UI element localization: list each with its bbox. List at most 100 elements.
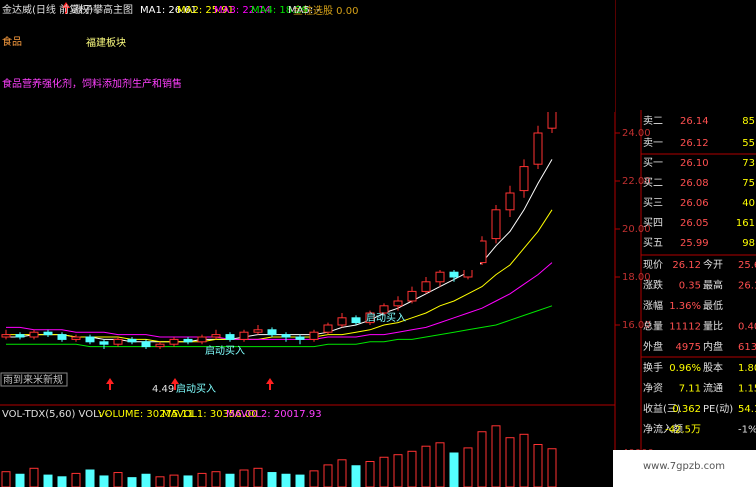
volume-bar: [43, 474, 53, 487]
buy-arrow: [171, 378, 179, 390]
quote-label: 现价: [643, 259, 663, 271]
quote-label: 换手: [643, 361, 663, 374]
y-tick-label: 18.00: [622, 272, 651, 283]
volume-header: MAVOL1: 30356.00: [162, 409, 258, 420]
candle-body: [351, 317, 361, 324]
book-volume: 85: [742, 116, 755, 127]
volume-bar: [197, 472, 207, 487]
quote-value: 0.40: [738, 322, 756, 333]
book-price: 26.14: [680, 116, 709, 127]
quote-label: 总量: [643, 320, 663, 333]
quote-label: 内盘: [703, 340, 723, 353]
volume-bar: [239, 469, 249, 487]
book-price: 26.06: [680, 198, 709, 209]
volume-bar: [365, 461, 375, 487]
candle-body: [169, 338, 179, 345]
candle-body: [15, 334, 25, 338]
quote-value: 11112: [669, 322, 701, 333]
book-volume: 98: [742, 238, 755, 249]
candle-body: [253, 329, 263, 333]
y-tick-label: 16.00: [622, 320, 651, 331]
ma-label: MA1: 26.61: [140, 5, 197, 16]
quote-value: 25.60: [738, 260, 756, 271]
book-price: 26.08: [680, 178, 709, 189]
volume-header: MAVOL2: 20017.93: [226, 409, 322, 420]
book-volume: 55: [742, 138, 755, 149]
quote-value: -42.5万: [665, 425, 701, 436]
y-tick-label: 24.00: [622, 128, 651, 139]
volume-bar: [15, 473, 25, 487]
quote-label: 最高: [703, 279, 723, 292]
volume-bar: [57, 476, 67, 487]
quote-value: 0.362: [672, 404, 701, 415]
annotation: 启动买入: [205, 344, 245, 357]
volume-bar: [449, 452, 459, 487]
volume-bar: [407, 450, 417, 487]
quote-value: 26.12: [672, 260, 701, 271]
candle-body: [533, 132, 543, 165]
volume-bar: [351, 465, 361, 487]
volume-bar: [29, 467, 39, 487]
candle-body: [491, 209, 501, 240]
bottom-tag: 雨到来米新规: [3, 373, 63, 386]
candle-body: [407, 290, 417, 302]
quote-value: 7.11: [679, 384, 701, 395]
volume-bar: [253, 467, 263, 487]
candle-body: [99, 341, 109, 345]
quote-label: 涨幅: [643, 299, 663, 312]
volume-bar: [435, 442, 445, 487]
book-label: 卖二: [643, 115, 663, 127]
candle-body: [337, 317, 347, 326]
tag-box: [0, 372, 68, 387]
y-tick-label: 20.00: [622, 224, 651, 235]
candle-body: [71, 336, 81, 340]
redaction: [428, 0, 615, 112]
quote-value: 1.36%: [669, 301, 701, 312]
volume-bar: [547, 448, 557, 487]
volume-bar: [141, 473, 151, 487]
volume-bar: [323, 464, 333, 487]
ma-line: [6, 305, 553, 348]
candle-body: [365, 312, 375, 324]
volume-bar: [519, 433, 529, 487]
ma-label: MA5: -: [288, 5, 320, 16]
book-price: 26.10: [680, 158, 709, 169]
candle-body: [197, 336, 207, 343]
volume-bar: [337, 459, 347, 487]
volume-bar: [421, 445, 431, 487]
watermark-box: [613, 450, 756, 487]
book-label: 卖一: [643, 137, 663, 149]
quote-label: PE(动): [703, 403, 733, 415]
book-price: 26.05: [680, 218, 709, 229]
volume-bar: [113, 472, 123, 487]
ma-label: MA4: 18.29: [251, 5, 308, 16]
quote-label: 涨跌: [643, 279, 663, 292]
book-label: 买五: [643, 237, 663, 249]
volume-bar: [533, 444, 543, 487]
volume-bar: [295, 474, 305, 487]
annotation: 启动买入: [366, 311, 406, 324]
book-volume: 40: [742, 198, 755, 209]
y-tick-label: 22.00: [622, 176, 651, 187]
candle-body: [435, 271, 445, 283]
annotation: 启动买入: [176, 382, 216, 395]
volume-bar: [183, 475, 193, 487]
candle-body: [239, 331, 249, 340]
header-arrow: [62, 2, 70, 14]
ma-line: [6, 262, 553, 340]
buy-arrow: [266, 378, 274, 390]
volume-bar: [1, 471, 11, 487]
ma-label: MA2: 25.91: [177, 5, 234, 16]
volume-bar: [393, 454, 403, 487]
quote-label: 股本: [703, 361, 723, 374]
quote-label: 流通: [703, 382, 723, 395]
watermark: www.7gpzb.com: [643, 461, 725, 472]
candle-body: [309, 331, 319, 340]
volume-bar: [211, 471, 221, 487]
ma-line: [6, 209, 553, 343]
candle-body: [57, 334, 67, 340]
candle-body: [155, 343, 165, 348]
quote-label: 最低: [703, 299, 723, 312]
volume-bar: [169, 474, 179, 487]
quote-value: 1.80亿: [738, 361, 756, 374]
